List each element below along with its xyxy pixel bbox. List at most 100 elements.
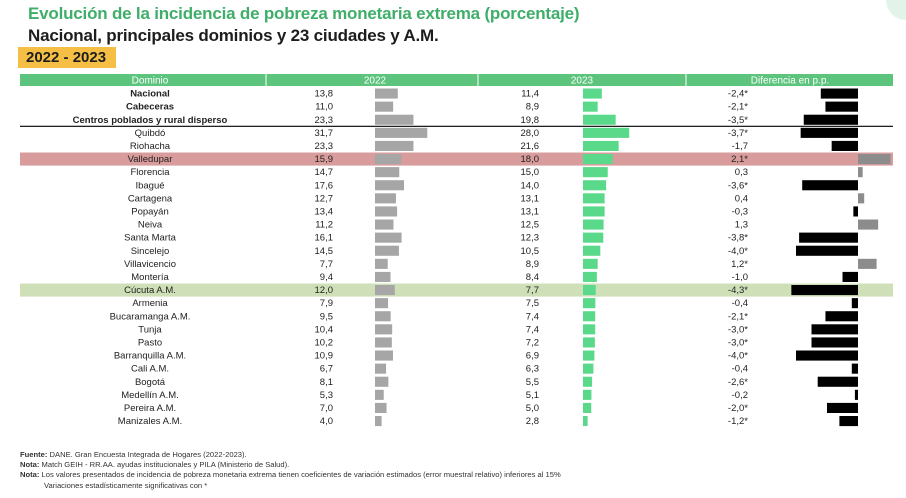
row-7-bar-diff — [802, 180, 858, 191]
row-14-bar-diff — [842, 271, 858, 282]
row-24-value-2022: 7,0 — [320, 403, 333, 414]
row-18-value-2023: 7,4 — [526, 324, 539, 335]
row-2-bar-2023 — [583, 114, 616, 125]
row-10-value-diff: 1,3 — [735, 220, 748, 231]
note-1: Nota: Match GEIH - RR.AA. ayudas institu… — [20, 460, 290, 470]
row-8-value-diff: 0,4 — [735, 193, 748, 204]
row-15-bar-2023 — [583, 285, 596, 296]
row-6-bar-2023 — [583, 167, 608, 178]
row-15-value-diff: -4,3* — [728, 285, 748, 296]
row-22-bar-2023 — [583, 376, 593, 387]
period-badge: 2022 - 2023 — [18, 47, 117, 68]
row-23-bar-2023 — [583, 389, 592, 400]
row-20-domain: Barranquilla A.M. — [114, 351, 186, 362]
source-note: Fuente: DANE. Gran Encuesta Integrada de… — [20, 450, 247, 459]
row-19-bar-2023 — [583, 337, 595, 348]
row-2-value-diff: -3,5* — [728, 115, 748, 126]
row-1-value-2022: 11,0 — [315, 102, 333, 113]
row-19-domain: Pasto — [138, 338, 162, 349]
row-3-bar-diff — [800, 127, 858, 138]
row-2-bar-2022 — [375, 114, 414, 125]
row-7-bar-2022 — [375, 180, 405, 191]
row-1-bar-2022 — [375, 101, 394, 112]
row-19-bar-diff — [811, 337, 858, 348]
row-1-domain: Cabeceras — [126, 102, 174, 113]
row-6-value-2022: 14,7 — [315, 167, 334, 178]
row-16-value-2022: 7,9 — [320, 298, 333, 309]
row-25-value-2023: 2,8 — [526, 416, 539, 427]
row-19-value-2022: 10,2 — [315, 338, 334, 349]
row-4-value-2022: 23,3 — [315, 141, 334, 152]
row-15-bar-diff — [791, 285, 858, 296]
row-5-value-diff: 2,1* — [731, 154, 748, 165]
row-1-bar-2023 — [583, 101, 598, 112]
row-25-bar-2023 — [583, 416, 588, 427]
row-6-value-2023: 15,0 — [521, 167, 540, 178]
footnotes: Fuente: DANE. Gran Encuesta Integrada de… — [20, 450, 561, 491]
row-9-bar-2023 — [583, 206, 605, 217]
row-17-bar-2023 — [583, 311, 596, 322]
row-25-bar-2022 — [375, 416, 382, 427]
row-18-value-diff: -3,0* — [728, 324, 748, 335]
row-3-value-2022: 31,7 — [315, 128, 334, 139]
note-3: Variaciones estadísticamente significati… — [44, 480, 208, 490]
row-24-bar-2022 — [375, 402, 387, 413]
row-16-bar-diff — [851, 298, 858, 309]
row-6-value-diff: 0,3 — [735, 167, 748, 178]
row-17-bar-diff — [825, 311, 858, 322]
row-13-domain: Villavicencio — [124, 259, 176, 270]
row-4-value-2023: 21,6 — [521, 141, 540, 152]
row-17-value-2023: 7,4 — [526, 311, 539, 322]
row-23-domain: Medellín A.M. — [121, 390, 179, 401]
row-21-value-diff: -0,4 — [732, 364, 748, 375]
row-7-bar-2023 — [583, 180, 607, 191]
row-5-bar-diff — [858, 154, 891, 165]
row-15-bar-2022 — [375, 285, 395, 296]
row-2-domain: Centros poblados y rural disperso — [73, 115, 228, 126]
row-17-value-diff: -2,1* — [728, 311, 748, 322]
row-23-bar-2022 — [375, 389, 384, 400]
row-21-bar-2023 — [583, 363, 594, 374]
row-10-bar-2022 — [375, 219, 394, 230]
row-11-value-2023: 12,3 — [521, 233, 540, 244]
row-13-value-2022: 7,7 — [320, 259, 333, 270]
row-8-value-2023: 13,1 — [521, 193, 540, 204]
column-header-0: Dominio — [132, 76, 169, 87]
poverty-table-chart: Dominio 2022 2023 Diferencia en p.p. Naciona… — [20, 74, 893, 427]
row-3-domain: Quibdó — [135, 128, 166, 139]
column-header-2: 2023 — [571, 76, 594, 87]
row-14-value-2023: 8,4 — [526, 272, 539, 283]
row-13-value-diff: 1,2* — [731, 259, 748, 270]
row-12-domain: Sincelejo — [131, 246, 170, 257]
row-20-bar-diff — [796, 350, 858, 361]
row-14-bar-2023 — [583, 271, 597, 282]
row-19-bar-2022 — [375, 337, 392, 348]
row-14-value-2022: 9,4 — [320, 272, 333, 283]
note-2: Nota: Los valores presentados de inciden… — [20, 470, 561, 480]
row-4-bar-2022 — [375, 140, 414, 151]
row-22-value-2023: 5,5 — [526, 377, 539, 388]
row-13-value-2023: 8,9 — [526, 259, 539, 270]
column-header-3: Diferencia en p.p. — [751, 76, 829, 87]
row-10-domain: Neiva — [138, 220, 163, 231]
row-20-bar-2023 — [583, 350, 595, 361]
row-22-value-diff: -2,6* — [728, 377, 748, 388]
row-25-value-2022: 4,0 — [320, 416, 333, 427]
row-20-value-2022: 10,9 — [315, 351, 334, 362]
row-11-value-2022: 16,1 — [315, 233, 334, 244]
row-8-value-2022: 12,7 — [315, 193, 334, 204]
row-25-value-diff: -1,2* — [728, 416, 748, 427]
row-12-bar-2023 — [583, 245, 601, 256]
row-17-domain: Bucaramanga A.M. — [110, 311, 191, 322]
row-6-bar-2022 — [375, 167, 400, 178]
row-24-bar-2023 — [583, 402, 592, 413]
row-14-domain: Montería — [131, 272, 169, 283]
row-21-bar-2022 — [375, 363, 387, 374]
row-13-bar-diff — [858, 258, 877, 269]
row-5-bar-2022 — [375, 154, 402, 165]
row-0-bar-diff — [820, 88, 858, 99]
row-17-bar-2022 — [375, 311, 391, 322]
row-10-bar-2023 — [583, 219, 604, 230]
column-header-1: 2022 — [364, 76, 387, 87]
row-20-bar-2022 — [375, 350, 393, 361]
